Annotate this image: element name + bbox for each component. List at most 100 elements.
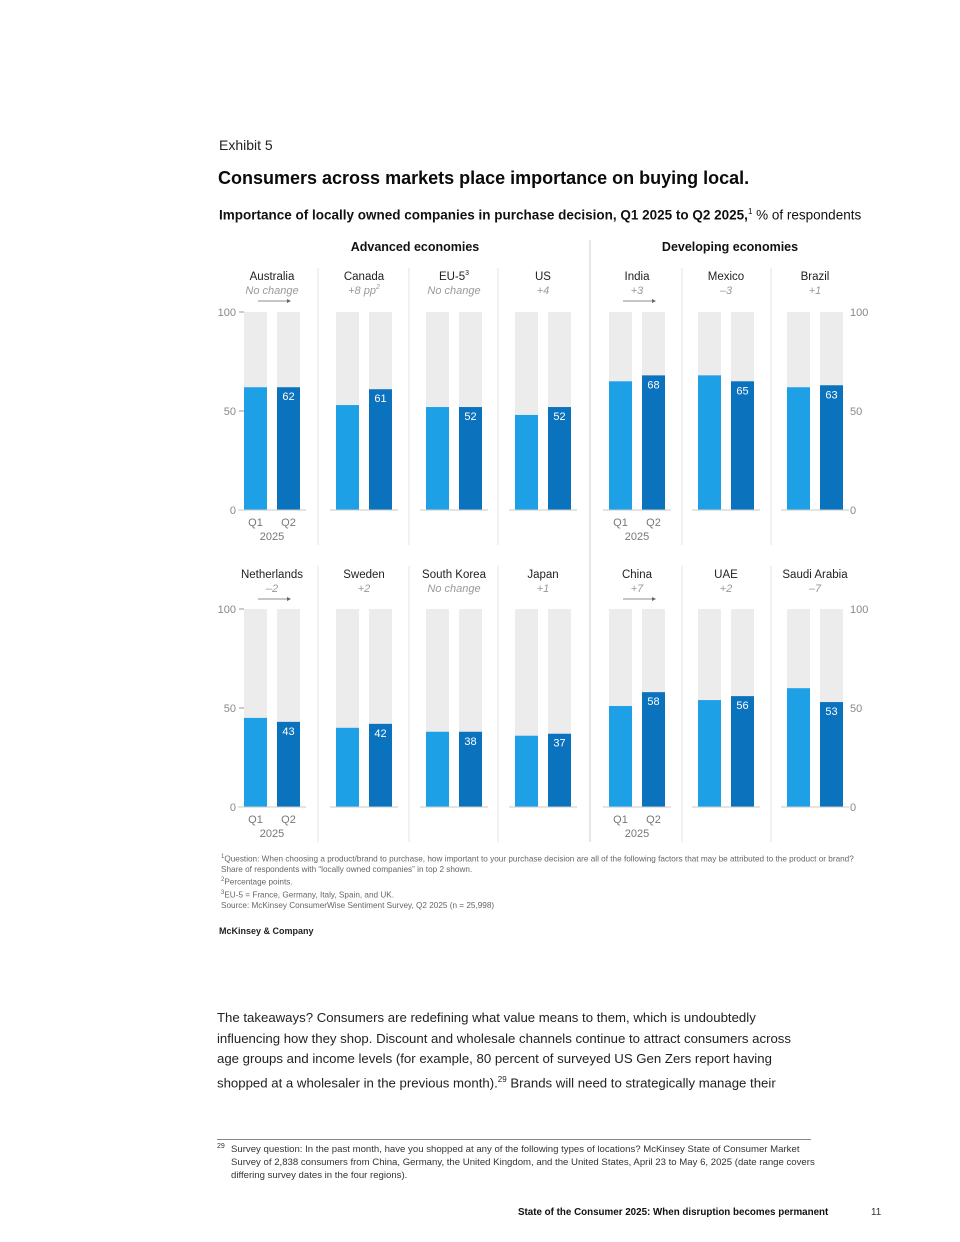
y-tick-label-right: 0 <box>850 802 856 814</box>
change-label-south-korea: No change <box>427 583 480 595</box>
change-label-japan: +1 <box>537 583 550 595</box>
change-label-mexico: –3 <box>719 285 733 297</box>
x-tick-label-q1: Q1 <box>613 517 628 529</box>
change-label-canada: +8 pp2 <box>348 284 380 297</box>
data-label-south-korea: 38 <box>464 736 476 748</box>
change-label-netherlands: –2 <box>265 583 278 595</box>
country-label-mexico: Mexico <box>708 271 744 283</box>
x-tick-label-q2: Q2 <box>281 814 296 826</box>
data-label-uae: 56 <box>736 700 748 712</box>
arrowhead-icon <box>287 597 291 601</box>
page-number: 11 <box>871 1207 882 1218</box>
bar-q1-saudi-arabia <box>787 688 810 807</box>
chart-subtitle: Importance of locally owned companies in… <box>219 207 861 223</box>
exhibit-label: Exhibit 5 <box>219 137 273 153</box>
bar-q2-japan <box>548 733 571 807</box>
data-label-sweden: 42 <box>374 728 386 740</box>
y-tick-label-right: 50 <box>850 406 862 418</box>
footnote-1-marker: 1 <box>221 854 225 860</box>
x-year-label: 2025 <box>260 531 284 543</box>
footnote-2: 2Percentage points. <box>221 875 871 888</box>
bar-q1-canada <box>336 405 359 510</box>
x-tick-label-q2: Q2 <box>646 517 661 529</box>
y-tick-label-left: 100 <box>218 604 236 616</box>
group-label-developing: Developing economies <box>661 240 799 254</box>
bar-q2-saudi-arabia <box>820 702 843 807</box>
change-label-china: +7 <box>631 583 644 595</box>
bar-q1-south-korea <box>426 731 449 807</box>
x-tick-label-q1: Q1 <box>248 517 263 529</box>
country-label-eu-5: EU-53 <box>439 270 469 283</box>
data-label-china: 58 <box>647 696 659 708</box>
x-tick-label-q1: Q1 <box>248 814 263 826</box>
y-tick-label-left: 50 <box>224 703 236 715</box>
bar-q1-china <box>609 706 632 807</box>
body-footnote-ref[interactable]: 29 <box>497 1074 507 1084</box>
footnote-3-text: EU-5 = France, Germany, Italy, Spain, an… <box>224 891 395 901</box>
y-tick-label-right: 100 <box>850 604 868 616</box>
data-label-australia: 62 <box>282 391 294 403</box>
country-label-sweden: Sweden <box>343 569 385 581</box>
bar-q1-eu-5 <box>426 407 449 510</box>
bar-q2-us <box>548 407 571 510</box>
change-label-sweden: +2 <box>358 583 371 595</box>
body-paragraph: The takeaways? Consumers are redefining … <box>217 1008 797 1094</box>
bar-q2-netherlands <box>277 721 300 807</box>
country-label-saudi-arabia: Saudi Arabia <box>782 569 848 581</box>
footnote-2-text: Percentage points. <box>224 878 293 888</box>
x-year-label: 2025 <box>260 828 284 840</box>
country-label-south-korea: South Korea <box>422 569 487 581</box>
bar-q1-sweden <box>336 727 359 807</box>
data-label-us: 52 <box>553 411 565 423</box>
subtitle-bold: Importance of locally owned companies in… <box>219 207 748 223</box>
bar-q1-japan <box>515 735 538 807</box>
y-tick-label-left: 100 <box>218 307 236 319</box>
footnote-1: 1Question: When choosing a product/brand… <box>221 852 871 875</box>
country-label-uae: UAE <box>714 569 738 581</box>
bar-q1-mexico <box>698 375 721 510</box>
change-label-uae: +2 <box>720 583 733 595</box>
body-text-continued: Brands will need to strategically manage… <box>506 1075 776 1091</box>
x-year-label: 2025 <box>625 828 649 840</box>
country-label-india: India <box>625 271 651 283</box>
x-year-label: 2025 <box>625 531 649 543</box>
data-label-eu-5: 52 <box>464 411 476 423</box>
data-label-netherlands: 43 <box>282 726 294 738</box>
bar-q1-india <box>609 381 632 510</box>
change-label-india: +3 <box>631 285 644 297</box>
brand-label: McKinsey & Company <box>219 926 314 936</box>
y-tick-label-right: 100 <box>850 307 868 319</box>
subtitle-footnote-ref: 1 <box>747 207 753 216</box>
page-footnote-text: Survey question: In the past month, have… <box>231 1144 815 1181</box>
data-label-mexico: 65 <box>736 385 748 397</box>
country-label-china: China <box>622 569 653 581</box>
change-label-brazil: +1 <box>809 285 822 297</box>
body-text: The takeaways? Consumers are redefining … <box>217 1010 791 1091</box>
country-label-netherlands: Netherlands <box>241 569 303 581</box>
footnotes: 1Question: When choosing a product/brand… <box>221 852 871 912</box>
country-label-canada: Canada <box>344 271 385 283</box>
bar-q1-brazil <box>787 387 810 510</box>
change-label-us: +4 <box>537 285 550 297</box>
bar-q2-south-korea <box>459 731 482 807</box>
bar-q2-canada <box>369 389 392 510</box>
bar-q2-uae <box>731 696 754 807</box>
footnote-divider <box>217 1139 811 1140</box>
subtitle-unit: % of respondents <box>752 207 862 223</box>
page-footnote-number: 29 <box>217 1143 225 1150</box>
bar-q2-india <box>642 375 665 510</box>
bar-q1-us <box>515 414 538 510</box>
country-label-japan: Japan <box>527 569 558 581</box>
change-label-eu-5: No change <box>427 285 480 297</box>
data-label-saudi-arabia: 53 <box>825 706 837 718</box>
x-tick-label-q2: Q2 <box>646 814 661 826</box>
footnote-2-marker: 2 <box>221 877 225 884</box>
data-label-japan: 37 <box>553 738 565 750</box>
footnote-1-text: Question: When choosing a product/brand … <box>221 854 854 875</box>
data-label-india: 68 <box>647 379 659 391</box>
bar-q1-netherlands <box>244 717 267 807</box>
change-label-australia: No change <box>245 285 298 297</box>
data-label-brazil: 63 <box>825 389 837 401</box>
arrowhead-icon <box>652 299 656 303</box>
x-tick-label-q1: Q1 <box>613 814 628 826</box>
